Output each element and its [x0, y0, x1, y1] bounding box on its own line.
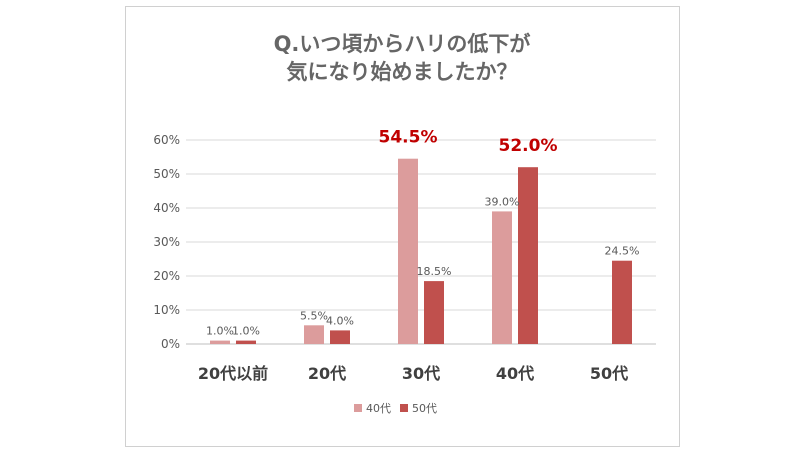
y-tick-label: 0%	[161, 337, 180, 351]
bar-40代-20代以前	[210, 340, 230, 344]
x-tick-label: 20代以前	[198, 364, 268, 383]
data-label: 4.0%	[326, 314, 354, 327]
y-tick-label: 10%	[153, 303, 180, 317]
bar-50代-20代以前	[236, 340, 256, 344]
legend-label: 40代	[366, 402, 391, 415]
data-label: 39.0%	[485, 195, 520, 208]
data-label: 5.5%	[300, 309, 328, 322]
legend-label: 50代	[412, 402, 437, 415]
y-axis-ticks: 0% 10% 20% 30% 40% 50% 60%	[153, 133, 180, 351]
bar-40代-30代	[398, 158, 418, 344]
bar-50代-20代	[330, 330, 350, 344]
chart-title-line-2: 気になり始めましたか？	[287, 60, 518, 84]
data-label: 52.0%	[499, 136, 558, 156]
bars	[210, 158, 632, 344]
bar-50代-40代	[518, 167, 538, 344]
legend-swatch	[400, 404, 408, 412]
data-label: 18.5%	[417, 265, 452, 278]
y-tick-label: 60%	[153, 133, 180, 147]
x-tick-label: 50代	[590, 364, 628, 383]
y-tick-label: 20%	[153, 269, 180, 283]
x-tick-label: 30代	[402, 364, 440, 383]
data-label: 54.5%	[379, 128, 438, 148]
data-label: 1.0%	[206, 325, 234, 338]
data-label: 1.0%	[232, 325, 260, 338]
data-labels: 1.0%1.0% 5.5%4.0% 54.5% 18.5% 39.0% 52.0% 24.5…	[206, 128, 639, 338]
bar-40代-20代	[304, 325, 324, 344]
y-tick-label: 30%	[153, 235, 180, 249]
x-axis-ticks: 20代以前 20代 30代 40代 50代	[198, 364, 628, 383]
legend-swatch	[354, 404, 362, 412]
gridlines	[186, 139, 656, 345]
chart-frame: Q.いつ頃からハリの低下が 気になり始めましたか？ 0% 10% 20% 30% 40% 5…	[125, 6, 680, 447]
bar-50代-30代	[424, 281, 444, 344]
data-label: 24.5%	[605, 245, 640, 258]
chart-title-line-1: Q.いつ頃からハリの低下が	[274, 32, 531, 56]
x-tick-label: 40代	[496, 364, 534, 383]
y-tick-label: 40%	[153, 201, 180, 215]
x-tick-label: 20代	[308, 364, 346, 383]
legend: 40代 50代	[354, 402, 437, 415]
bar-50代-50代	[612, 260, 632, 344]
bar-40代-40代	[492, 211, 512, 344]
y-tick-label: 50%	[153, 167, 180, 181]
